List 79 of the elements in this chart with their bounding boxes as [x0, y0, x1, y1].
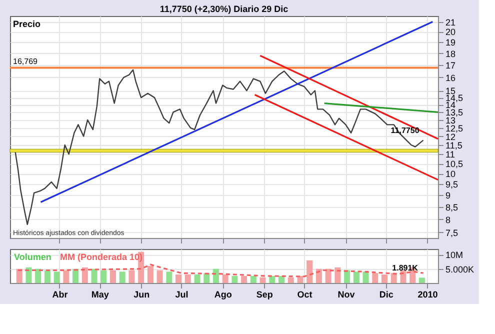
bar	[176, 274, 182, 283]
bar	[26, 267, 32, 283]
y-tick-label: 11	[446, 150, 455, 160]
y-tick-label: 8	[446, 214, 451, 225]
y-tick-label: 16	[446, 72, 456, 83]
x-tick-label: Sep	[256, 290, 274, 300]
y-tick-label: 13	[446, 115, 456, 126]
bar	[297, 276, 304, 283]
bar	[166, 272, 172, 283]
y-tick-label: 5.000K	[446, 264, 474, 274]
y-tick-label: 20	[446, 27, 456, 38]
y-tick-label: 13,5	[446, 108, 464, 118]
bar	[100, 270, 107, 283]
line-series	[17, 264, 424, 278]
bar	[35, 268, 42, 283]
bar	[16, 268, 22, 283]
bar	[390, 273, 397, 283]
bar	[316, 268, 322, 283]
y-tick-label: 10,5	[446, 159, 464, 170]
bar	[119, 272, 126, 283]
y-tick-label: 7,5	[446, 228, 458, 238]
y-tick-label: 12,5	[446, 123, 464, 134]
bar	[82, 267, 88, 283]
x-tick-label: 2010	[418, 290, 438, 300]
y-tick-label: 11,5	[446, 140, 462, 150]
bar	[110, 270, 116, 283]
line-series	[14, 69, 424, 226]
y-tick-label: 9,5	[446, 180, 458, 190]
bar	[418, 278, 425, 283]
bar	[44, 270, 50, 283]
y-axis-title: Precio	[13, 19, 42, 29]
bar	[344, 270, 350, 283]
y-tick-label: 21	[446, 17, 456, 28]
bar	[184, 274, 191, 283]
x-tick-label: Oct	[297, 290, 312, 300]
bar	[72, 268, 79, 283]
annotation: 1.891K	[392, 264, 418, 273]
bar	[204, 273, 210, 283]
x-tick-label: Nov	[338, 290, 355, 300]
bar	[334, 267, 341, 283]
bar	[54, 272, 60, 283]
y-tick-label: 8,5	[446, 202, 458, 212]
bar	[260, 277, 266, 283]
series-label: Volumen	[14, 252, 52, 262]
x-tick-label: Ago	[214, 290, 232, 300]
bar	[306, 260, 313, 283]
bar	[63, 270, 70, 283]
x-tick-label: Abr	[52, 290, 68, 300]
bar	[362, 272, 369, 283]
bar	[353, 272, 360, 283]
bar	[325, 268, 332, 283]
bar	[194, 274, 200, 283]
bar	[278, 276, 285, 283]
bar	[212, 268, 219, 283]
bar	[269, 276, 276, 283]
x-tick-label: Jul	[175, 290, 188, 300]
bar	[382, 274, 388, 283]
bar	[250, 276, 256, 283]
ref-line-label: 16,769	[13, 56, 38, 66]
bar	[372, 273, 378, 283]
x-tick-label: Dic	[379, 290, 394, 300]
y-tick-label: 10M	[446, 250, 464, 260]
bar	[156, 270, 163, 283]
y-tick-label: 19	[446, 38, 456, 48]
bar	[222, 274, 228, 283]
x-tick-label: Jun	[134, 290, 150, 300]
bar	[241, 276, 248, 283]
y-tick-label: 12	[446, 132, 456, 142]
bar	[147, 266, 154, 283]
bar	[128, 270, 135, 283]
bar	[91, 268, 98, 283]
bar	[232, 276, 238, 283]
x-tick-label: May	[91, 290, 109, 300]
chart-title: 11,7750 (+2,30%) Diario 29 Dic	[160, 4, 288, 14]
y-tick-label: 9	[446, 190, 451, 201]
y-tick-label: 17	[446, 60, 456, 71]
y-tick-label: 18	[446, 48, 456, 59]
y-tick-label: 10	[446, 169, 456, 180]
bar	[288, 277, 294, 283]
